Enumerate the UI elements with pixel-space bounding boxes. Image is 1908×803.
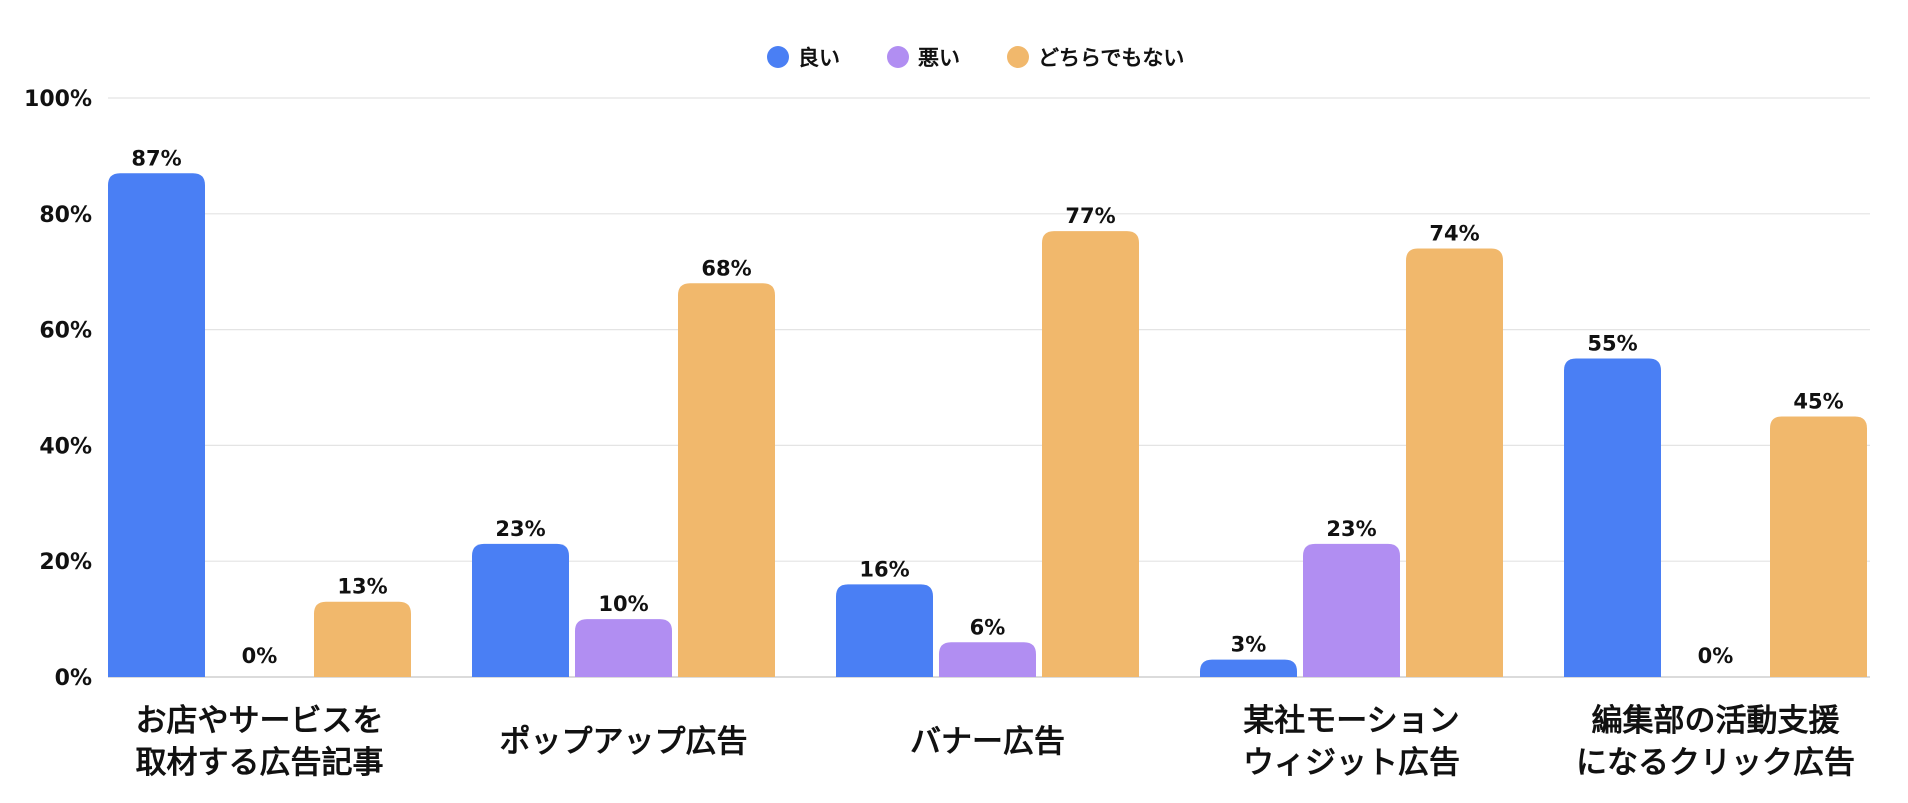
category-label-1-line2: 取材する広告記事: [136, 745, 384, 781]
legend-marker-2: [887, 46, 909, 68]
y-tick-label-60: 60%: [39, 319, 92, 344]
legend-marker-1: [767, 46, 789, 68]
value-label-cat3-series2: 6%: [970, 615, 1006, 639]
bar-cat3-series1: [836, 584, 933, 677]
bar-cat2-series3: [678, 283, 775, 677]
value-label-cat2-series1: 23%: [495, 517, 545, 541]
value-labels: 87% 0% 13% 23% 10% 68% 16% 6% 77% 3% 23% 74% 55% 0% 45…: [131, 146, 1843, 668]
bar-cat4-series3: [1406, 248, 1503, 678]
category-label-5-line2: になるクリック広告: [1576, 745, 1855, 781]
y-tick-label-20: 20%: [39, 550, 92, 575]
bar-cat5-series1: [1564, 358, 1661, 677]
value-label-cat1-series2: 0%: [242, 644, 278, 668]
legend-label-3: どちらでもない: [1038, 46, 1184, 70]
bar-cat5-series3: [1770, 416, 1867, 677]
category-label-5-line1: 編集部の活動支援: [1592, 703, 1841, 739]
y-tick-label-0: 0%: [55, 666, 92, 691]
category-label-3: バナー広告: [910, 724, 1065, 760]
bar-cat2-series1: [472, 543, 569, 677]
bar-cat3-series3: [1042, 231, 1139, 678]
legend-label-1: 良い: [798, 46, 840, 70]
bar-cat4-series1: [1200, 659, 1297, 677]
bars: [108, 173, 1867, 678]
category-label-2: ポップアップ広告: [500, 724, 748, 760]
legend: 良い 悪い どちらでもない: [767, 46, 1184, 70]
y-axis-ticks: 0% 20% 40% 60% 80% 100%: [24, 87, 92, 691]
value-label-cat3-series3: 77%: [1065, 204, 1115, 228]
bar-cat1-series1: [108, 173, 205, 677]
category-label-4-line1: 某社モーション: [1243, 703, 1459, 739]
legend-label-2: 悪い: [918, 46, 960, 70]
value-label-cat4-series1: 3%: [1231, 633, 1267, 657]
category-label-4-line2: ウィジット広告: [1243, 745, 1460, 781]
value-label-cat5-series3: 45%: [1793, 389, 1843, 413]
value-label-cat1-series3: 13%: [337, 575, 387, 599]
value-label-cat2-series3: 68%: [701, 256, 751, 280]
bar-cat4-series2: [1303, 543, 1400, 677]
bar-cat1-series3: [314, 601, 411, 677]
y-tick-label-100: 100%: [24, 87, 92, 112]
value-label-cat4-series3: 74%: [1429, 222, 1479, 246]
bar-cat2-series2: [575, 619, 672, 677]
value-label-cat1-series1: 87%: [131, 146, 181, 170]
value-label-cat5-series2: 0%: [1698, 644, 1734, 668]
y-tick-label-80: 80%: [39, 203, 92, 228]
y-tick-label-40: 40%: [39, 434, 92, 459]
bar-cat3-series2: [939, 642, 1036, 677]
category-label-1-line1: お店やサービスを: [136, 703, 384, 739]
value-label-cat5-series1: 55%: [1587, 332, 1637, 356]
value-label-cat3-series1: 16%: [859, 557, 909, 581]
value-label-cat4-series2: 23%: [1326, 517, 1376, 541]
value-label-cat2-series2: 10%: [598, 592, 648, 616]
legend-marker-3: [1007, 46, 1029, 68]
